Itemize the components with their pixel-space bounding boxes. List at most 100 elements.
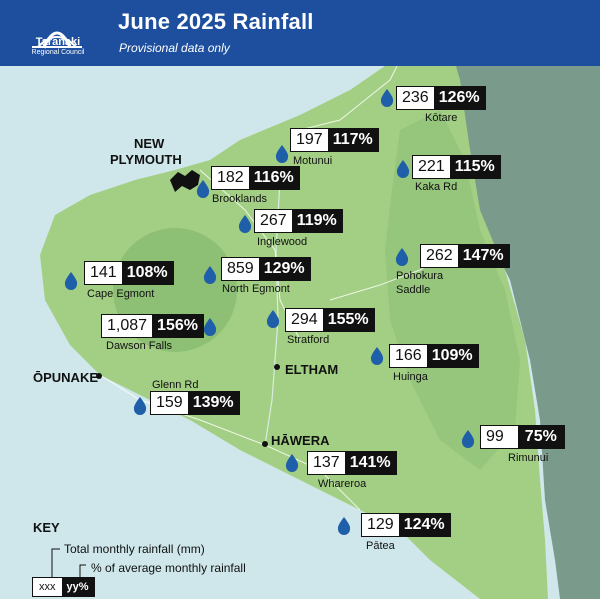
station-rimunui-total: 99 <box>481 426 518 448</box>
rain-drop-icon <box>461 430 475 448</box>
rain-drop-icon <box>285 454 299 472</box>
key-sample-box: xxx yy% <box>32 577 95 597</box>
new-plymouth-urban <box>170 170 200 192</box>
rain-drop-icon <box>203 318 217 336</box>
station-stratford-box: 294 155% <box>285 308 375 332</box>
rain-drop-icon <box>370 347 384 365</box>
station-motunui-label: Motunui <box>293 155 333 167</box>
rain-drop-icon <box>266 310 280 328</box>
station-kaka-rd-percent: 115% <box>449 156 500 178</box>
station-brooklands-label: Brooklands <box>212 193 268 205</box>
taranaki-logo <box>32 31 82 48</box>
station-kotare-box: 236 126% <box>396 86 486 110</box>
station-kotare-total: 236 <box>397 87 434 109</box>
station-dawson-falls-label: Dawson Falls <box>106 340 173 352</box>
station-kaka-rd-total: 221 <box>413 156 450 178</box>
station-kotare-percent: 126% <box>433 87 485 109</box>
logo-name: Taranaki <box>35 36 81 48</box>
header-bar: Taranaki Regional Council June 2025 Rain… <box>0 0 600 66</box>
station-brooklands-percent: 116% <box>248 167 299 189</box>
town-dot-hawera <box>262 441 268 447</box>
station-rimunui-box: 99 75% <box>480 425 565 449</box>
rain-drop-icon <box>196 180 210 198</box>
town-new-plymouth-line1: NEW <box>134 136 165 151</box>
station-glenn-rd-total: 159 <box>151 392 188 414</box>
station-glenn-rd-label: Glenn Rd <box>152 379 199 391</box>
key-title: KEY <box>33 520 60 535</box>
town-new-plymouth-line2: PLYMOUTH <box>110 152 182 167</box>
station-patea-box: 129 124% <box>361 513 451 537</box>
station-inglewood-total: 267 <box>255 210 292 232</box>
key-total-label: Total monthly rainfall (mm) <box>64 542 205 556</box>
station-motunui-total: 197 <box>291 129 328 151</box>
station-glenn-rd-box: 159 139% <box>150 391 240 415</box>
station-inglewood-label: Inglewood <box>257 236 308 248</box>
rain-drop-icon <box>203 266 217 284</box>
station-pohokura-saddle-percent: 147% <box>457 245 509 267</box>
station-whareroa-box: 137 141% <box>307 451 397 475</box>
key-connector-lines <box>51 548 86 577</box>
station-stratford-total: 294 <box>286 309 323 331</box>
station-kotare-label: Kōtare <box>425 112 458 124</box>
station-stratford-percent: 155% <box>322 309 374 331</box>
station-motunui-box: 197 117% <box>290 128 379 152</box>
key-percent-label: % of average monthly rainfall <box>91 561 246 575</box>
eastern-sea <box>430 0 600 599</box>
station-inglewood-box: 267 119% <box>254 209 343 233</box>
station-glenn-rd-percent: 139% <box>187 392 239 414</box>
station-kaka-rd-label: Kaka Rd <box>415 181 458 193</box>
rain-drop-icon <box>238 215 252 233</box>
station-whareroa-label: Whareroa <box>318 478 367 490</box>
road-2 <box>99 374 361 511</box>
station-huinga-box: 166 109% <box>389 344 479 368</box>
station-pohokura-saddle-total: 262 <box>421 245 458 267</box>
town-dot-opunake <box>96 373 102 379</box>
station-whareroa-percent: 141% <box>344 452 396 474</box>
station-inglewood-percent: 119% <box>291 210 342 232</box>
rain-drop-icon <box>64 272 78 290</box>
station-north-egmont-box: 859 129% <box>221 257 311 281</box>
rain-drop-icon <box>380 89 394 107</box>
rain-drop-icon <box>396 160 410 178</box>
town-dot-eltham <box>274 364 280 370</box>
station-pohokura-saddle-box: 262 147% <box>420 244 510 268</box>
station-cape-egmont-percent: 108% <box>121 262 173 284</box>
page-subtitle: Provisional data only <box>119 41 230 55</box>
station-patea-label: Pātea <box>366 540 395 552</box>
station-kaka-rd-box: 221 115% <box>412 155 501 179</box>
station-dawson-falls-total: 1,087 <box>102 315 153 337</box>
rain-drop-icon <box>337 517 351 535</box>
station-north-egmont-total: 859 <box>222 258 259 280</box>
town-hawera: HĀWERA <box>271 433 330 448</box>
station-rimunui-percent: 75% <box>517 426 564 448</box>
key-sample-total: xxx <box>33 578 62 596</box>
station-huinga-percent: 109% <box>426 345 478 367</box>
station-patea-percent: 124% <box>398 514 450 536</box>
station-north-egmont-percent: 129% <box>258 258 310 280</box>
rain-drop-icon <box>395 248 409 266</box>
station-dawson-falls-percent: 156% <box>152 315 203 337</box>
station-north-egmont-label: North Egmont <box>222 283 290 295</box>
station-dawson-falls-box: 1,087 156% <box>101 314 204 338</box>
station-brooklands-box: 182 116% <box>211 166 300 190</box>
station-motunui-percent: 117% <box>327 129 378 151</box>
station-brooklands-total: 182 <box>212 167 249 189</box>
rain-drop-icon <box>275 145 289 163</box>
station-patea-total: 129 <box>362 514 399 536</box>
eastern-hills <box>385 110 520 470</box>
town-eltham: ELTHAM <box>285 362 339 377</box>
station-cape-egmont-total: 141 <box>85 262 122 284</box>
key-sample-percent: yy% <box>61 578 94 596</box>
station-stratford-label: Stratford <box>287 334 330 346</box>
station-pohokura-saddle-label-1: Pohokura <box>396 270 444 282</box>
station-rimunui-label: Rimunui <box>508 452 549 464</box>
station-cape-egmont-box: 141 108% <box>84 261 174 285</box>
station-huinga-total: 166 <box>390 345 427 367</box>
station-huinga-label: Huinga <box>393 371 428 383</box>
station-cape-egmont-label: Cape Egmont <box>87 288 155 300</box>
station-whareroa-total: 137 <box>308 452 345 474</box>
town-opunake: ŌPUNAKE <box>33 370 99 385</box>
rain-drop-icon <box>133 397 147 415</box>
